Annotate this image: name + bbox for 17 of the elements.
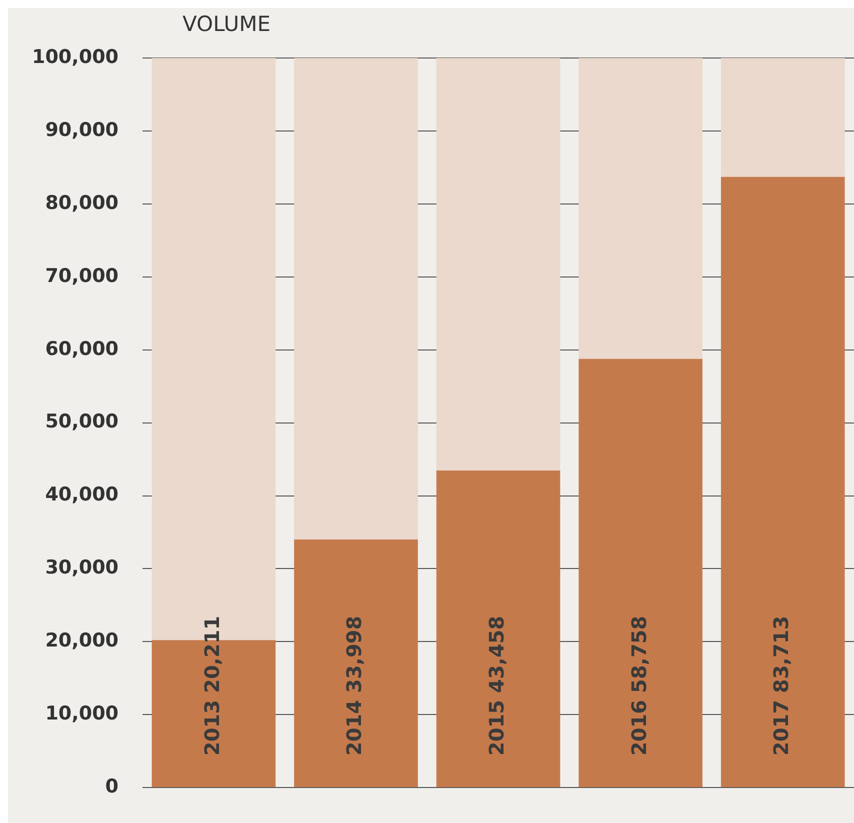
y-tick-label: 100,000 bbox=[32, 46, 119, 68]
data-label: 2016 58,758 bbox=[626, 616, 651, 756]
y-tick-label: 70,000 bbox=[45, 264, 119, 287]
data-label: 2017 83,713 bbox=[769, 616, 794, 756]
chart-title: VOLUME bbox=[182, 12, 270, 36]
y-tick-label: 90,000 bbox=[45, 118, 119, 141]
y-tick-label: 20,000 bbox=[45, 630, 119, 652]
y-tick-label: 30,000 bbox=[45, 556, 119, 579]
data-label: 2014 33,998 bbox=[342, 616, 366, 756]
data-label: 2013 20,211 bbox=[200, 616, 224, 756]
y-tick-label: 60,000 bbox=[45, 338, 119, 360]
y-tick-label: 50,000 bbox=[45, 410, 119, 433]
y-tick-label: 80,000 bbox=[45, 192, 119, 214]
y-tick-label: 10,000 bbox=[45, 702, 119, 725]
y-tick-label: 0 bbox=[105, 776, 119, 798]
data-label: 2015 43,458 bbox=[484, 616, 508, 756]
y-tick-label: 40,000 bbox=[45, 484, 119, 506]
